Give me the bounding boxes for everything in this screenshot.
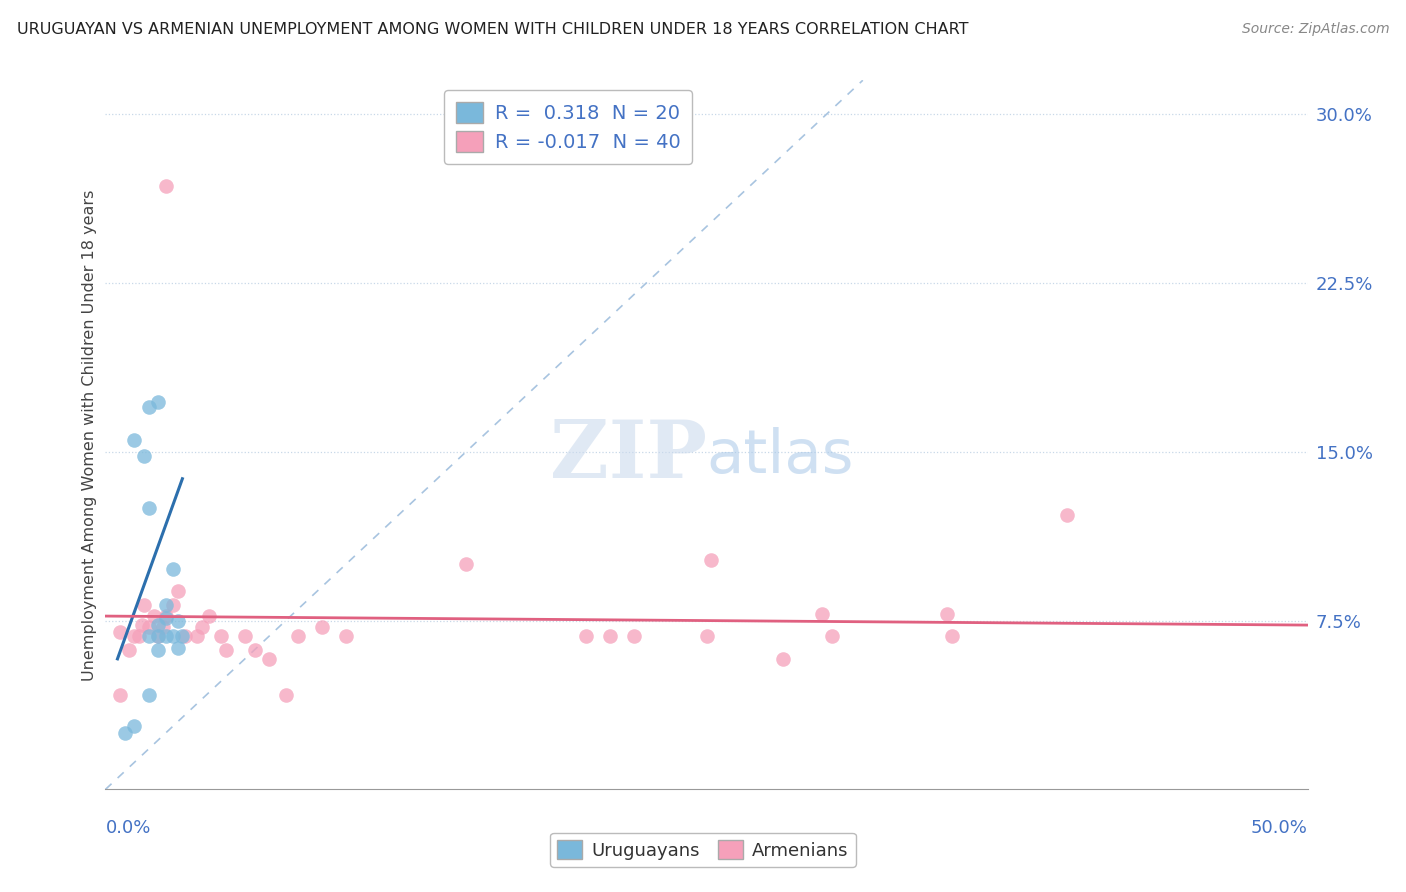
Point (118, 643, 141, 657)
Point (138, 629, 160, 643)
Point (155, 629, 177, 643)
Point (198, 609, 221, 624)
Point (162, 598, 184, 612)
Point (114, 726, 136, 740)
Point (131, 618, 153, 632)
Point (166, 640, 188, 655)
Point (148, 629, 170, 643)
Point (138, 688, 160, 702)
Point (124, 719, 146, 733)
Text: atlas: atlas (707, 426, 853, 485)
Point (155, 598, 177, 612)
Point (214, 643, 236, 657)
Point (274, 688, 297, 702)
Point (162, 629, 184, 643)
Point (700, 553, 723, 567)
Point (287, 629, 309, 643)
Legend: R =  0.318  N = 20, R = -0.017  N = 40: R = 0.318 N = 20, R = -0.017 N = 40 (444, 90, 692, 163)
Point (166, 614, 188, 628)
Point (335, 629, 357, 643)
Point (772, 652, 794, 666)
Point (148, 395, 170, 409)
Point (148, 618, 170, 632)
Point (936, 607, 959, 621)
Point (138, 501, 160, 516)
Point (124, 629, 146, 643)
Point (124, 434, 146, 448)
Point (454, 558, 477, 572)
Point (152, 620, 174, 634)
Point (142, 609, 165, 624)
Point (132, 449, 155, 463)
Point (599, 629, 621, 643)
Point (190, 620, 212, 634)
Point (696, 629, 718, 643)
Point (155, 179, 177, 194)
Point (941, 629, 963, 643)
Point (138, 620, 160, 634)
Point (138, 400, 160, 414)
Point (820, 629, 842, 643)
Text: URUGUAYAN VS ARMENIAN UNEMPLOYMENT AMONG WOMEN WITH CHILDREN UNDER 18 YEARS CORR: URUGUAYAN VS ARMENIAN UNEMPLOYMENT AMONG… (17, 22, 969, 37)
Point (172, 629, 194, 643)
Point (575, 629, 598, 643)
Legend: Uruguayans, Armenians: Uruguayans, Armenians (550, 832, 856, 867)
Point (186, 629, 208, 643)
Text: ZIP: ZIP (550, 417, 707, 495)
Point (148, 629, 170, 643)
Point (128, 629, 150, 643)
Point (166, 584, 188, 599)
Point (132, 598, 155, 612)
Point (108, 688, 131, 702)
Point (257, 652, 280, 666)
Point (155, 611, 177, 625)
Point (623, 629, 645, 643)
Point (243, 643, 266, 657)
Point (233, 629, 256, 643)
Point (311, 620, 333, 634)
Text: Source: ZipAtlas.com: Source: ZipAtlas.com (1241, 22, 1389, 37)
Text: 0.0%: 0.0% (105, 819, 150, 837)
Point (155, 609, 177, 624)
Point (148, 643, 170, 657)
Y-axis label: Unemployment Among Women with Children Under 18 years: Unemployment Among Women with Children U… (82, 189, 97, 681)
Point (209, 629, 232, 643)
Point (162, 562, 184, 576)
Point (1056, 508, 1078, 522)
Point (108, 624, 131, 639)
Text: 50.0%: 50.0% (1251, 819, 1308, 837)
Point (173, 629, 195, 643)
Point (811, 607, 834, 621)
